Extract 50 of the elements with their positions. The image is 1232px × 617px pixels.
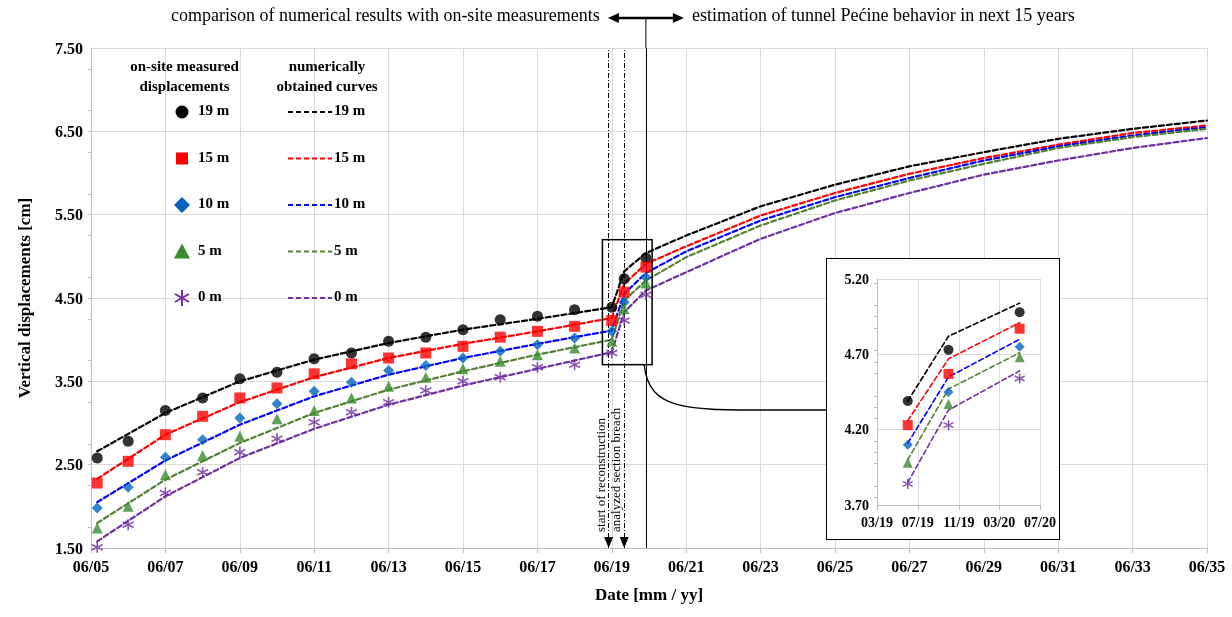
y-tick-label: 3.70 [844,497,869,513]
x-tick-label: 06/15 [444,557,482,575]
y-tick-label: 4.70 [844,346,869,362]
x-tick-label: 06/21 [668,557,705,575]
y-tick-label: 3.50 [55,372,83,390]
y-axis-title: Vertical displacements [cm] [15,197,34,399]
y-tick-label: 2.50 [55,456,83,474]
legend-label: 10 m [334,195,366,212]
legend-label: 19 m [334,102,366,119]
ref-line-label: start of reconstruction [592,417,608,532]
text: estimation of tunnel Pećine behavior in next 15 years [691,5,1075,26]
legend-label: 0 m [334,288,358,305]
legend-label: 5 m [198,241,222,259]
x-tick-label: 11/19 [943,514,975,530]
legend-label: 5 m [334,241,358,259]
x-tick-label: 06/23 [742,557,779,575]
y-tick-label: 6.50 [55,122,83,140]
x-tick-label: 06/31 [1039,557,1077,575]
x-tick-label: 06/19 [593,557,630,575]
x-tick-label: 03/19 [861,514,893,530]
y-tick-label: 5.50 [55,206,83,224]
x-tick-label: 06/05 [72,557,110,575]
x-axis-title: Date [mm / yy] [594,585,704,604]
x-tick-label: 06/29 [965,557,1003,575]
annotation: on-site measured displacements [129,57,240,96]
x-tick-label: 03/20 [983,514,1016,530]
legend-label: 15 m [334,148,366,166]
y-tick-label: 5.20 [844,271,869,287]
y-tick-label: 1.50 [55,539,83,557]
y-tick-label: 7.50 [55,39,83,57]
x-tick-label: 06/09 [221,557,259,575]
x-tick-label: 07/19 [901,514,934,530]
legend-label: 19 m [198,102,230,119]
x-tick-label: 06/07 [147,557,184,575]
legend-label: 15 m [198,148,230,166]
x-tick-label: 07/20 [1024,514,1056,530]
x-tick-label: 06/33 [1114,557,1151,575]
x-tick-label: 06/25 [816,557,854,575]
x-tick-label: 06/13 [370,557,407,575]
annotation: numerically obtained curves [275,57,379,96]
x-tick-label: 06/11 [296,557,332,575]
text: comparison of numerical results with on-site measurements [170,5,600,26]
legend-label: 10 m [198,195,230,212]
x-tick-label: 06/27 [891,557,928,575]
x-tick-label: 06/17 [519,557,556,575]
ref-line-label: analyzed section breach [608,407,624,532]
legend-label: 0 m [198,288,222,305]
x-tick-label: 06/35 [1188,557,1226,575]
y-tick-label: 4.50 [55,289,83,307]
y-tick-label: 4.20 [844,422,869,438]
